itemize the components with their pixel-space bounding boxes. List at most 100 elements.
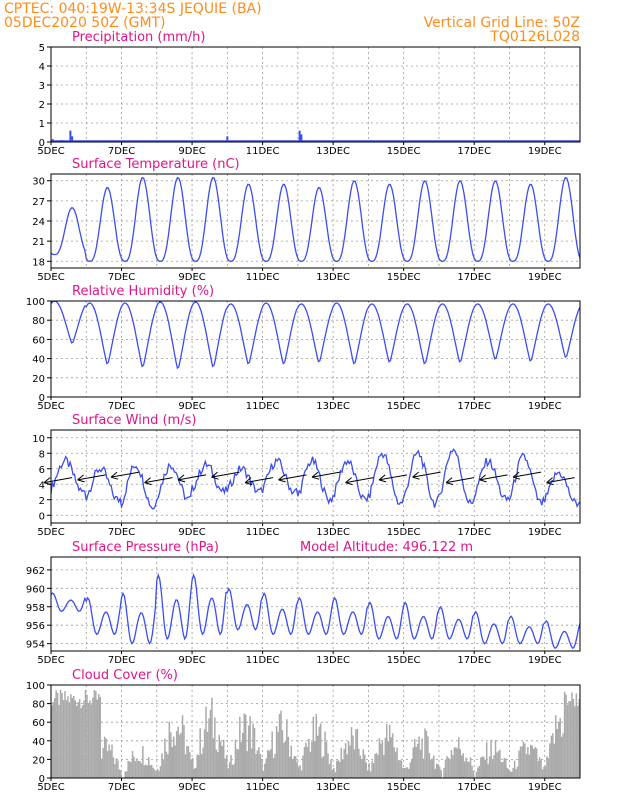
cloud-bar xyxy=(67,696,69,778)
cloud-bar xyxy=(331,769,334,778)
cloud-bar xyxy=(262,770,265,778)
cloud-bar xyxy=(205,706,207,778)
cloud-bar xyxy=(52,702,54,778)
cloud-bar xyxy=(105,738,107,778)
cloud-bar xyxy=(390,737,392,778)
cloud-bar xyxy=(484,759,486,778)
cloud-bar xyxy=(283,742,285,778)
cloud-bar xyxy=(553,743,556,778)
precip-ytick-label: 5 xyxy=(39,43,45,54)
cloud-bar xyxy=(150,764,153,778)
cloud-bar xyxy=(415,747,417,778)
cloud-bar xyxy=(312,716,315,778)
precip-ytick-label: 2 xyxy=(39,100,45,111)
wind-arrowhead xyxy=(412,471,420,480)
wind-arrowhead xyxy=(445,477,454,486)
cloud-bar xyxy=(460,755,463,778)
cloud-bar xyxy=(352,735,354,778)
temperature-xtick-label: 11DEC xyxy=(246,272,280,283)
pressure-xtick-label: 5DEC xyxy=(37,655,64,666)
cloud-bar xyxy=(62,700,65,778)
precip-ytick-label: 4 xyxy=(39,62,45,73)
cloud-bar xyxy=(480,757,482,778)
cloud-bar xyxy=(462,753,464,778)
cloud-bar xyxy=(413,739,416,778)
cloud-bar xyxy=(559,718,561,778)
cloud-bar xyxy=(393,747,395,778)
cloud-bar xyxy=(186,745,188,778)
cloud-bar xyxy=(563,691,566,778)
cloud-bar xyxy=(355,729,357,778)
cloud-bar xyxy=(300,770,303,778)
cloud-bar xyxy=(275,726,278,778)
wind-arrow xyxy=(77,474,106,481)
wind-xtick-label: 13DEC xyxy=(316,527,350,538)
cloud-bar xyxy=(566,704,569,778)
humidity-xtick-label: 15DEC xyxy=(387,401,421,412)
cloud-bar xyxy=(496,752,498,778)
precip-xtick-label: 15DEC xyxy=(387,146,421,157)
cloud-bar xyxy=(140,763,143,778)
cloud-bar xyxy=(521,746,523,778)
cloud-bar xyxy=(106,751,109,778)
pressure-title: Surface Pressure (hPa) xyxy=(72,540,219,555)
cloud-bar xyxy=(303,746,306,778)
cloud-bar xyxy=(230,754,232,778)
wind-arrowhead xyxy=(77,474,85,483)
cloud-bar xyxy=(203,729,206,778)
cloud-bar xyxy=(219,741,222,778)
cloud-bar xyxy=(84,689,87,778)
cloud-bar xyxy=(109,750,112,778)
cloud-bar xyxy=(378,738,381,778)
cloud-bar xyxy=(537,760,539,778)
cloud-bar xyxy=(271,731,273,778)
cloud-bar xyxy=(289,756,291,778)
header-station: CPTEC: 040:19W-13:34S JEQUIE (BA) xyxy=(4,1,262,17)
cloud-bar xyxy=(99,697,101,778)
cloud-bar xyxy=(363,754,366,778)
cloud-bar xyxy=(527,747,529,778)
wind-arrow xyxy=(144,477,173,484)
cloud-bar xyxy=(316,735,319,778)
temperature-ytick-label: 18 xyxy=(32,257,45,268)
cloud-bar xyxy=(309,751,312,778)
wind-xtick-label: 11DEC xyxy=(246,527,280,538)
wind-ytick-label: 4 xyxy=(39,480,45,491)
cloud-bar xyxy=(443,767,445,778)
cloud-bar xyxy=(239,716,241,778)
cloud-bar xyxy=(222,739,225,778)
cloud-bar xyxy=(240,742,243,778)
cloud-bar xyxy=(284,740,287,778)
cloud-bar xyxy=(175,731,178,778)
cloud-ytick-label: 20 xyxy=(32,755,45,766)
cloud-bar xyxy=(535,748,538,778)
cloud-xtick-label: 15DEC xyxy=(387,782,421,793)
cloud-bar xyxy=(466,761,469,778)
wind-arrowhead xyxy=(378,474,387,483)
humidity-title: Relative Humidity (%) xyxy=(72,284,214,299)
cloud-bar xyxy=(428,753,431,778)
cloud-ytick-label: 100 xyxy=(26,681,45,692)
cloud-bar xyxy=(534,747,536,778)
cloud-bar xyxy=(510,771,513,778)
cloud-bar xyxy=(418,736,420,778)
cloud-bar xyxy=(255,753,257,778)
cloud-ytick-label: 0 xyxy=(39,774,45,785)
cloud-bar xyxy=(170,732,172,778)
cloud-bar xyxy=(61,693,63,778)
cloud-bar xyxy=(261,759,263,778)
cloud-bar xyxy=(490,739,492,778)
humidity-ytick-label: 40 xyxy=(32,355,45,366)
temperature-xtick-label: 5DEC xyxy=(37,272,64,283)
cloud-bar xyxy=(314,741,316,778)
wind-arrowhead xyxy=(278,474,286,483)
cloud-bar xyxy=(89,700,91,778)
cloud-bar xyxy=(571,692,573,778)
precip-panel: Precipitation (mm/h) 0 1 2 3 4 5 5DEC 7DEC 9DEC 11… xyxy=(37,30,581,157)
wind-arrowhead xyxy=(244,477,253,486)
cloud-bar xyxy=(256,750,259,778)
cloud-bar xyxy=(272,758,275,778)
cloud-bar xyxy=(321,757,323,778)
cloud-bar xyxy=(502,761,504,778)
cloud-bar xyxy=(405,767,407,778)
